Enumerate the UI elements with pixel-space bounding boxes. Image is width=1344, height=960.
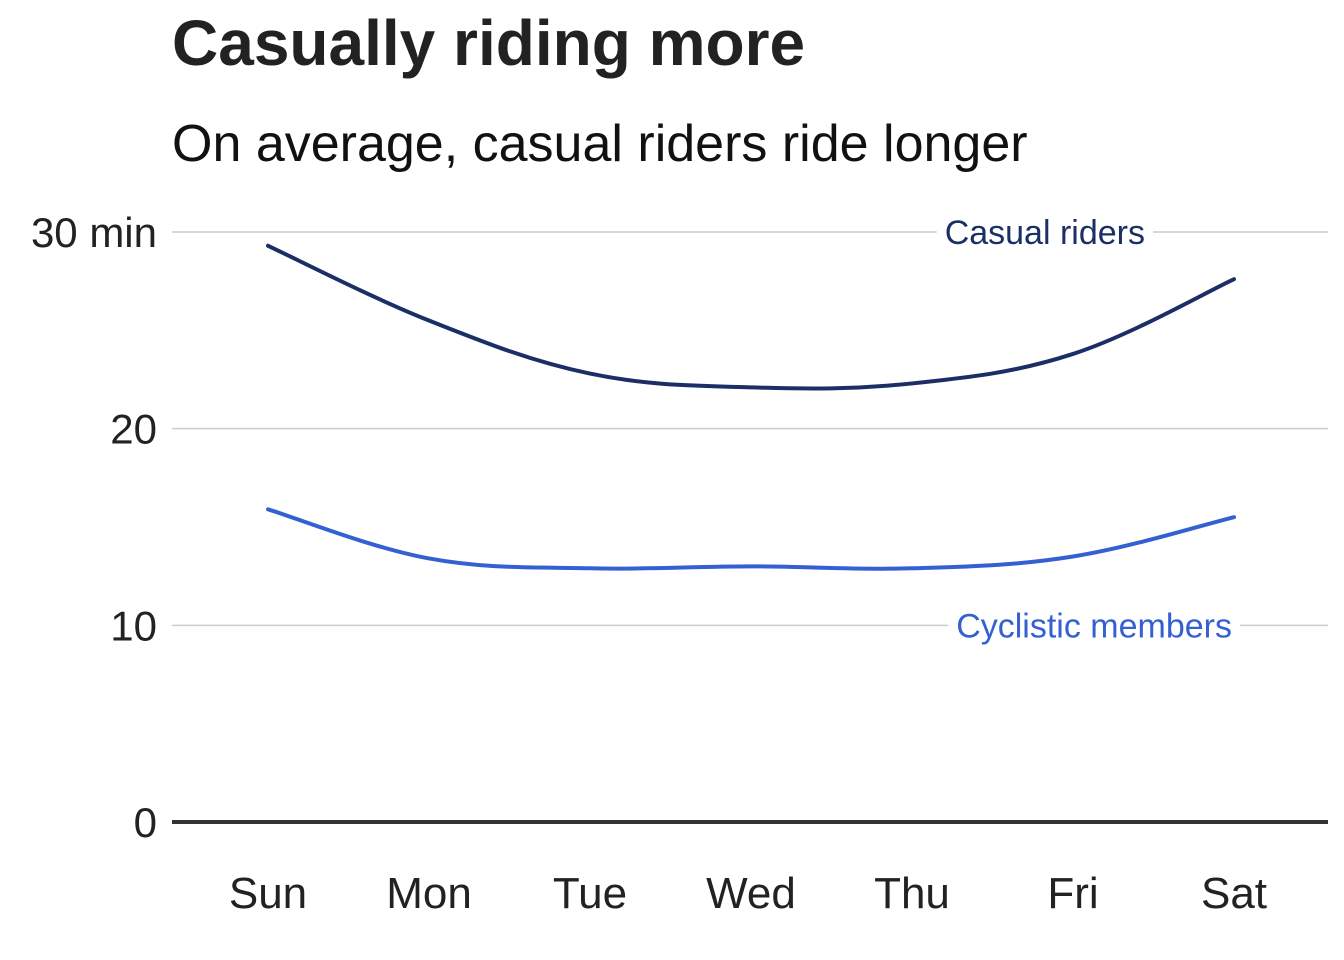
x-axis-ticks: Sun Mon Tue Wed Thu Fri Sat <box>229 869 1267 918</box>
y-tick-label: 20 <box>110 406 157 453</box>
series <box>266 243 1236 571</box>
x-tick-label: Wed <box>706 869 796 918</box>
x-tick-label: Fri <box>1047 869 1098 918</box>
x-tick-label: Sun <box>229 869 307 918</box>
y-tick-label: 30 min <box>31 209 157 256</box>
y-tick-label: 10 <box>110 602 157 649</box>
x-tick-label: Sat <box>1201 869 1267 918</box>
series-label-member: Cyclistic members <box>956 607 1232 645</box>
chart-title: Casually riding more <box>172 7 806 79</box>
series-label-casual: Casual riders <box>945 214 1145 252</box>
series-labels: Casual riders Cyclistic members <box>936 210 1240 648</box>
series-line-member <box>266 507 1236 571</box>
x-tick-label: Mon <box>386 869 472 918</box>
y-tick-label: 0 <box>134 799 157 846</box>
series-line-casual <box>266 243 1236 391</box>
series-label-background <box>948 603 1240 648</box>
series-label-background <box>936 210 1153 254</box>
x-tick-label: Tue <box>553 869 627 918</box>
y-axis-ticks: 0 10 20 30 min <box>31 209 157 846</box>
x-tick-label: Thu <box>874 869 950 918</box>
chart-subtitle: On average, casual riders ride longer <box>172 115 1028 173</box>
